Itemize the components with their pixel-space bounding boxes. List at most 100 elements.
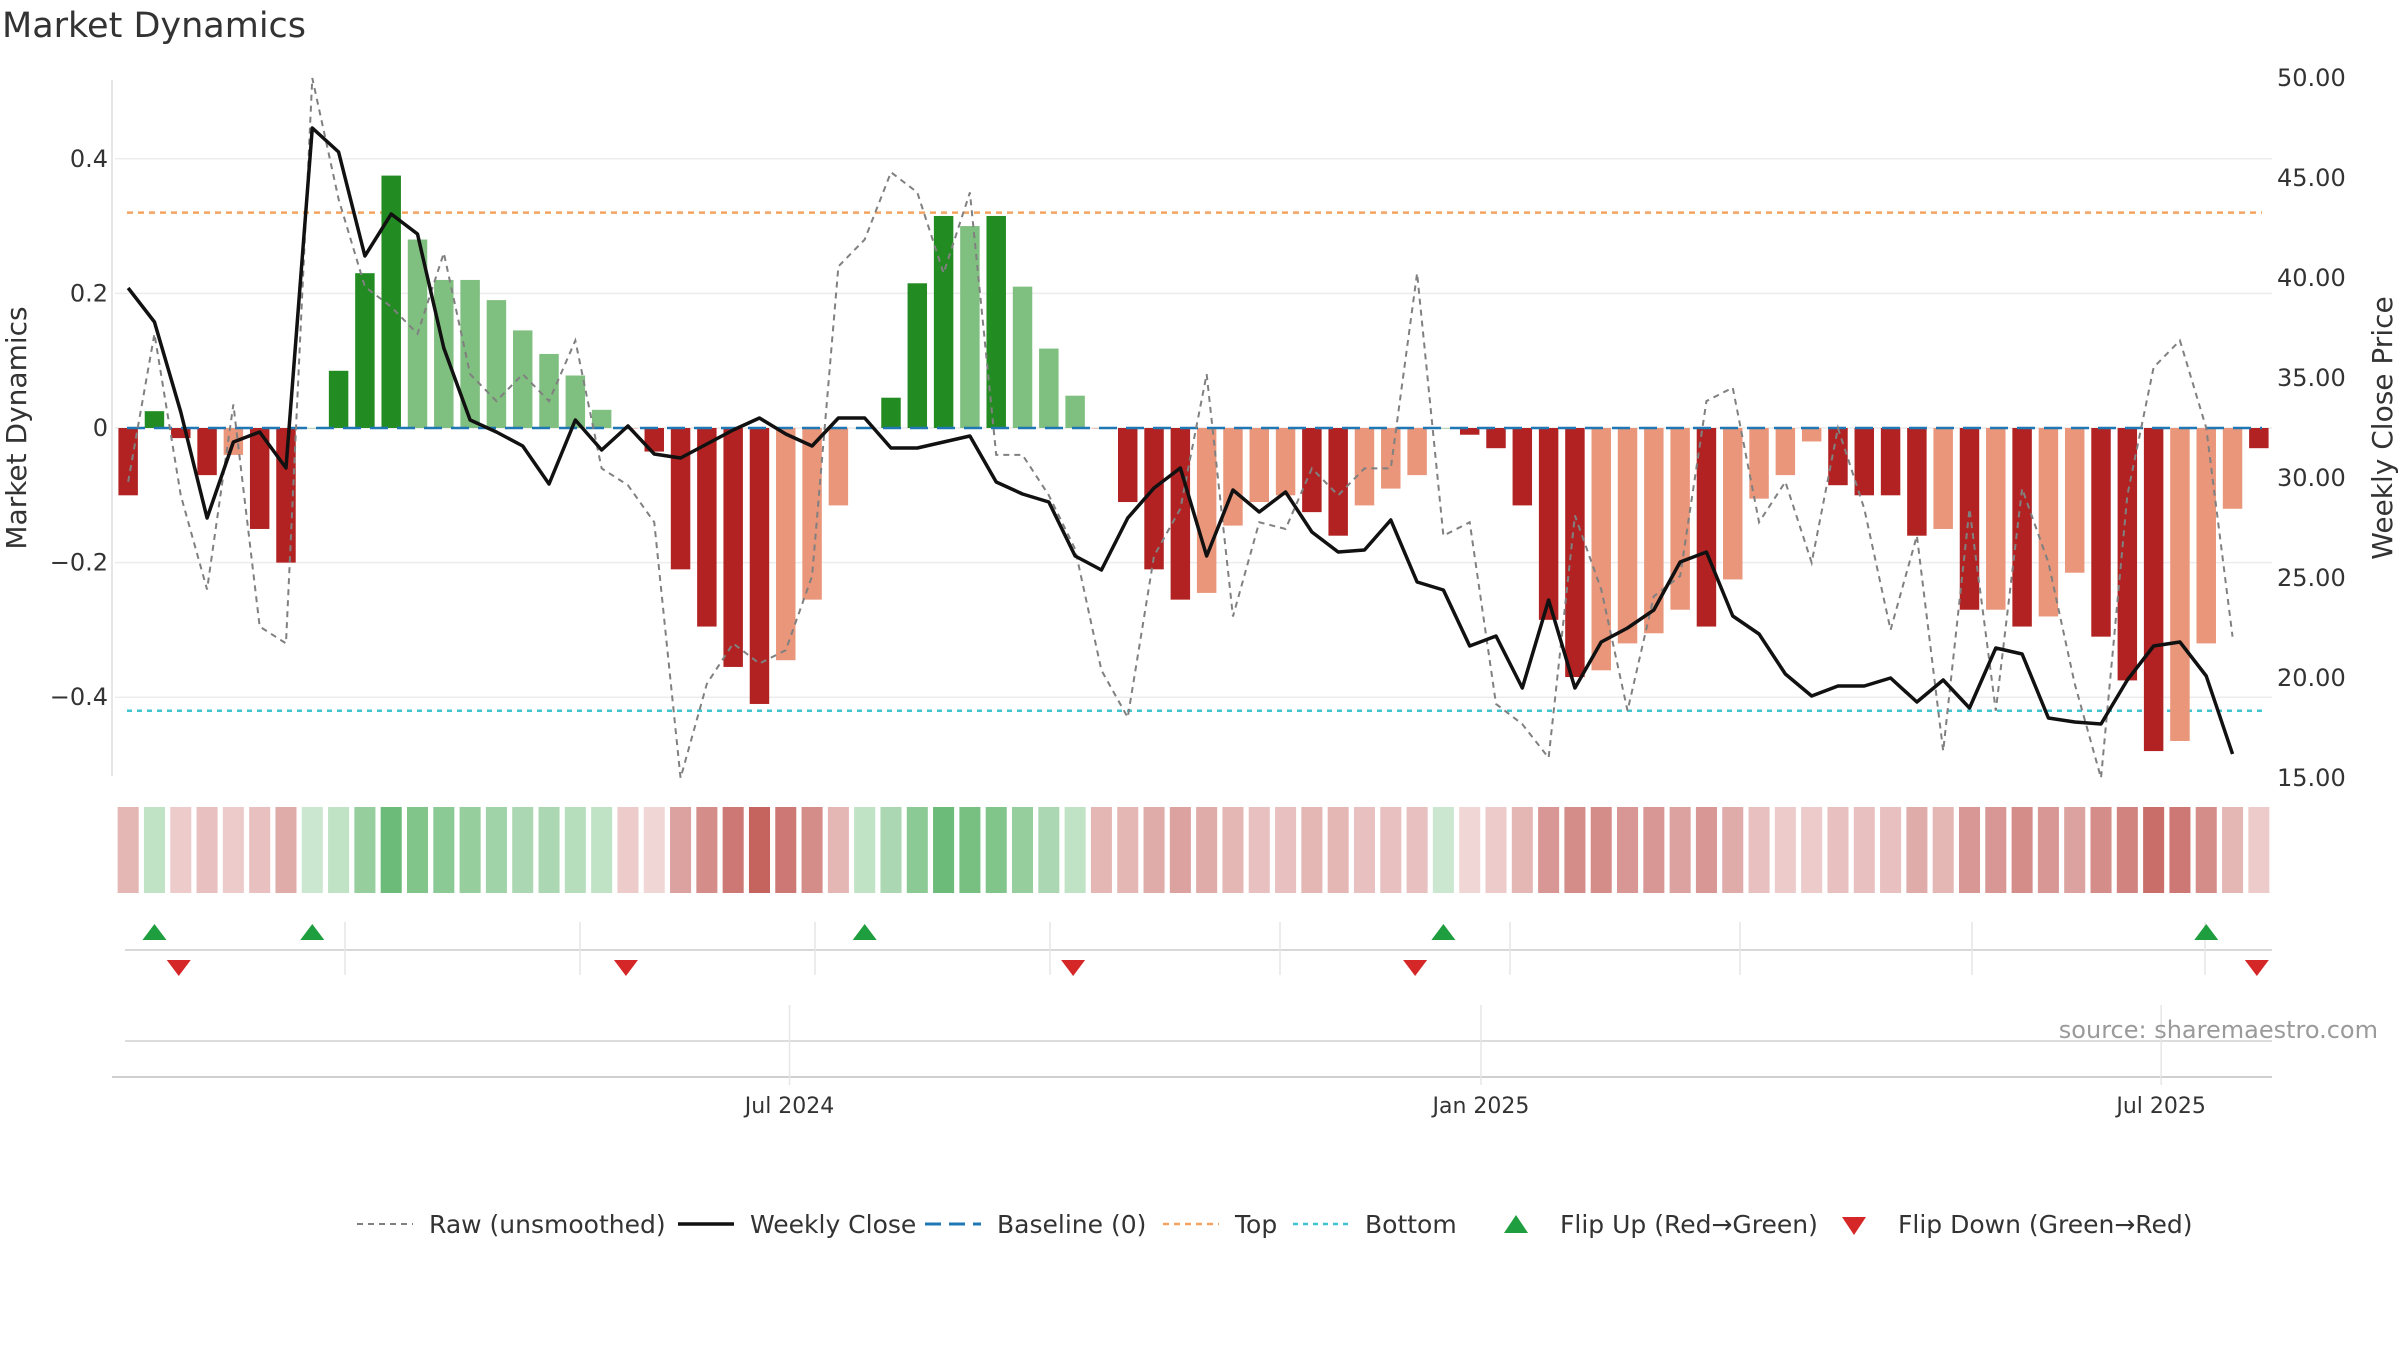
heat-strip-cell [1590, 807, 1612, 893]
heat-strip-cell [485, 807, 507, 893]
dynamics-bar [1012, 286, 1033, 428]
heat-strip-cell [1353, 807, 1376, 893]
raw-line [127, 77, 2234, 779]
dynamics-bar [881, 397, 901, 428]
x-axis: Jul 2024 Jan 2025 Jul 2025 [112, 1005, 2272, 1119]
flip-down-marker [2244, 960, 2269, 976]
dynamics-bar [1407, 428, 1427, 476]
dynamics-bar [2091, 428, 2111, 637]
chart-title: Market Dynamics [2, 6, 307, 46]
legend-label: Raw (unsmoothed) [429, 1210, 666, 1239]
dynamics-bar [118, 428, 138, 496]
dynamics-bar [434, 279, 454, 428]
heat-strip-cell [643, 807, 665, 893]
heat-strip-cell [2037, 807, 2059, 893]
heat-strip-cell [1406, 807, 1428, 893]
heat-strip-cell [2195, 807, 2217, 893]
legend-swatch-flip-down [1842, 1217, 1866, 1235]
heat-strip-cell [1511, 807, 1533, 893]
y-right-axis-title: Weekly Close Price [2366, 296, 2399, 559]
heat-strip-cell [1432, 807, 1454, 893]
y-right-tick-label: 35.00 [2277, 364, 2346, 392]
dynamics-bar [1459, 428, 1480, 435]
heat-strip-cell [354, 807, 376, 893]
heat-strip-cell [1801, 807, 1823, 893]
heat-strip-cell [827, 807, 849, 893]
heat-strip-cell [617, 807, 639, 893]
dynamics-bar [1196, 428, 1217, 593]
heat-strip [117, 807, 2270, 893]
dynamics-bar [565, 375, 586, 428]
heat-strip-cell [1643, 807, 1665, 893]
heat-strip-cell [1722, 807, 1744, 893]
dynamics-bar [960, 226, 980, 428]
heat-strip-cell [1932, 807, 1954, 893]
heat-strip-cell [459, 807, 481, 893]
dynamics-bar [644, 428, 664, 452]
close-series [126, 126, 2235, 755]
legend: Raw (unsmoothed) Weekly Close Baseline (0)… [357, 1210, 2193, 1239]
dynamics-bar [2222, 428, 2243, 509]
x-tick-label: Jan 2025 [1431, 1094, 1530, 1119]
raw-series [127, 77, 2234, 779]
heat-strip-cell [1774, 807, 1796, 893]
dynamics-bar [2196, 428, 2216, 644]
reference-lines [127, 211, 2262, 712]
flip-up-marker [300, 924, 325, 940]
dynamics-bar [171, 428, 191, 439]
heat-strip-cell [143, 807, 165, 893]
dynamics-bar [2117, 428, 2138, 681]
flip-up-marker [142, 924, 167, 940]
y-right-tick-label: 25.00 [2277, 564, 2346, 592]
y-right-tick-label: 20.00 [2277, 664, 2346, 692]
y-left-tick-label: 0 [93, 414, 108, 442]
heat-strip-cell [1906, 807, 1928, 893]
heat-strip-cell [1169, 807, 1191, 893]
dynamics-bar [1275, 428, 1296, 496]
dynamics-bar [697, 428, 717, 627]
heat-strip-cell [1038, 807, 1060, 893]
heat-strip-cell [1064, 807, 1086, 893]
heat-strip-cell [1958, 807, 1981, 893]
dynamics-bar [1170, 428, 1191, 600]
heat-strip-cell [2248, 807, 2270, 893]
dynamics-bar [355, 273, 375, 428]
heat-strip-cell [670, 807, 692, 893]
dynamics-bar [1065, 395, 1085, 428]
y-left-tick-label: −0.4 [50, 683, 108, 711]
heat-strip-cell [249, 807, 271, 893]
dynamics-bar [2038, 428, 2059, 617]
heat-strip-cell [1695, 807, 1717, 893]
dynamics-bar [1433, 428, 1454, 429]
dynamics-bar [1538, 428, 1559, 620]
heat-strip-cell [1538, 807, 1560, 893]
dynamics-bar [512, 330, 533, 428]
dynamics-bar [1801, 428, 1822, 442]
dynamics-bar [2170, 428, 2190, 741]
heat-strip-cell [1669, 807, 1691, 893]
heat-strip-cell [196, 807, 218, 893]
dynamics-bar [723, 428, 743, 667]
heat-strip-cell [2116, 807, 2138, 893]
heat-strip-cell [222, 807, 244, 893]
heat-strip-cell [1275, 807, 1297, 893]
dynamics-bar [933, 215, 954, 428]
dynamics-bar [1670, 428, 1690, 610]
dynamics-bar [1749, 428, 1769, 499]
heat-strip-cell [2143, 807, 2165, 893]
axes: −0.4 −0.2 0 0.2 0.4 15.00 20.00 25.00 30.00 35.00… [0, 64, 2399, 792]
dynamics-bar [749, 428, 770, 704]
heat-strip-cell [1143, 807, 1165, 893]
dynamics-bar [1354, 428, 1375, 506]
y-right-tick-label: 45.00 [2277, 164, 2346, 192]
dynamics-bar [1591, 428, 1611, 671]
dynamics-bar [1512, 428, 1533, 506]
flip-panel [125, 922, 2272, 976]
heat-strip-cell [1985, 807, 2007, 893]
dynamics-bar [1828, 428, 1848, 486]
heat-strip-cell [1485, 807, 1507, 893]
heat-strip-cell [854, 807, 876, 893]
dynamics-bar [670, 428, 691, 570]
heat-strip-cell [512, 807, 534, 893]
flip-up-marker [852, 924, 877, 940]
